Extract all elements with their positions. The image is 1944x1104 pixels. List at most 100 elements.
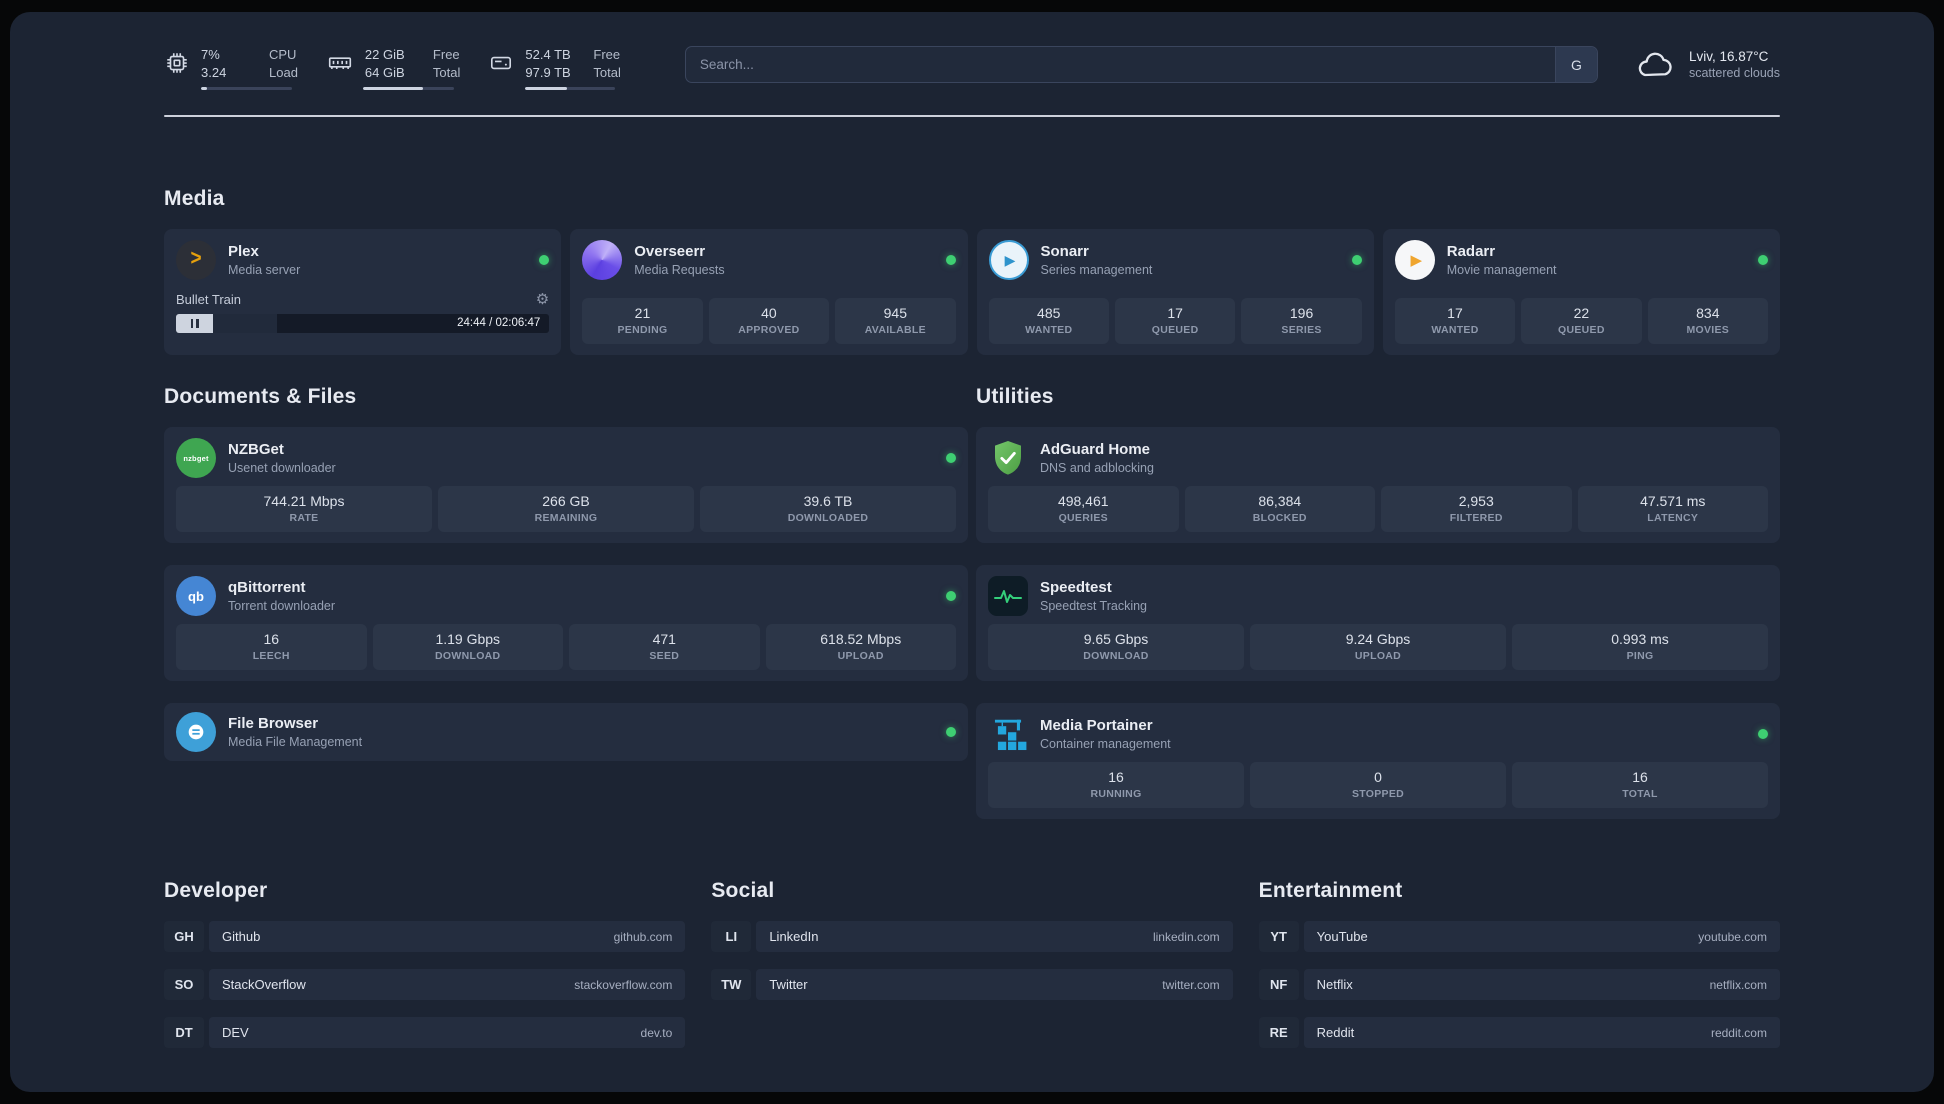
bookmark-abbr: TW: [711, 969, 752, 1000]
disk-icon: [491, 57, 512, 70]
stat-running: 16 RUNNING: [988, 762, 1244, 808]
section-title-entertainment: Entertainment: [1258, 879, 1403, 902]
stat-label: QUEUED: [1151, 324, 1199, 336]
card-adguard[interactable]: AdGuard Home DNS and adblocking 498,461 …: [976, 427, 1780, 543]
bookmark-github[interactable]: GH Github github.com: [164, 921, 686, 952]
stat-label: LEECH: [252, 650, 290, 662]
memory-total-label: Total: [432, 65, 461, 80]
stat-value: 9.24 Gbps: [1345, 631, 1411, 648]
card-plex[interactable]: > Plex Media server Bullet Train ⚙ 24:44: [164, 229, 562, 355]
card-nzbget[interactable]: nzbget NZBGet Usenet downloader 744.21 M…: [164, 427, 968, 543]
stat-value: 834: [1696, 305, 1720, 322]
stat-value: 945: [883, 305, 907, 322]
bookmark-youtube[interactable]: YT YouTube youtube.com: [1258, 921, 1780, 952]
service-name: Plex: [228, 243, 259, 261]
cpu-percent: 7%: [201, 47, 220, 63]
bookmark-dev[interactable]: DT DEV dev.to: [164, 1017, 686, 1048]
stat-label: DOWNLOADED: [787, 512, 869, 524]
stat-value: 9.65 Gbps: [1083, 631, 1149, 648]
service-name: AdGuard Home: [1040, 441, 1151, 459]
stat-upload: 9.24 Gbps UPLOAD: [1250, 624, 1506, 670]
memory-icon: [328, 57, 352, 70]
stat-stopped: 0 STOPPED: [1250, 762, 1506, 808]
bookmark-stackoverflow[interactable]: SO StackOverflow stackoverflow.com: [164, 969, 686, 1000]
stat-value: 16: [1632, 769, 1648, 786]
card-overseerr[interactable]: Overseerr Media Requests 21 PENDING 40 A…: [570, 229, 968, 355]
stat-value: 618.52 Mbps: [820, 631, 902, 648]
qbittorrent-icon: qb: [176, 576, 216, 616]
weather-location: Lviv, 16.87°C: [1688, 49, 1769, 64]
bookmark-domain: github.com: [613, 929, 673, 944]
section-documents: Documents & Files nzbget NZBGet Usenet d…: [164, 385, 968, 819]
card-speedtest[interactable]: Speedtest Speedtest Tracking 9.65 Gbps D…: [976, 565, 1780, 681]
adguard-shield-glyph: [995, 441, 1021, 475]
bookmark-name: Reddit: [1316, 1025, 1355, 1040]
stat-label: BLOCKED: [1252, 512, 1307, 524]
status-indicator: [1351, 255, 1362, 265]
nzbget-icon: nzbget: [176, 438, 216, 478]
bookmark-linkedin[interactable]: LI LinkedIn linkedin.com: [711, 921, 1233, 952]
section-title-social: Social: [711, 879, 775, 902]
bookmark-domain: reddit.com: [1710, 1025, 1767, 1040]
play-glyph: ▶: [1004, 251, 1016, 268]
stat-movies: 834 MOVIES: [1647, 298, 1769, 344]
bookmark-domain: youtube.com: [1698, 929, 1767, 944]
stat-label: PENDING: [617, 324, 668, 336]
stat-label: APPROVED: [738, 324, 800, 336]
status-indicator: [946, 591, 956, 601]
bookmark-name: DEV: [222, 1025, 249, 1040]
stat-label: UPLOAD: [1354, 650, 1402, 662]
portainer-crane-glyph: [994, 719, 1027, 751]
status-indicator: [946, 453, 956, 463]
stat-value: 744.21 Mbps: [263, 493, 345, 510]
pause-button[interactable]: [176, 314, 213, 333]
bookmark-name: YouTube: [1316, 929, 1368, 944]
search-bar[interactable]: G: [684, 46, 1598, 83]
stat-value: 86,384: [1258, 493, 1302, 510]
qbittorrent-icon-text: qb: [188, 588, 204, 604]
service-subtitle: Media File Management: [228, 734, 363, 749]
card-sonarr[interactable]: ▶ Sonarr Series management 485 WANTED 17…: [976, 229, 1374, 355]
stat-download: 9.65 Gbps DOWNLOAD: [988, 624, 1244, 670]
stat-total: 16 TOTAL: [1512, 762, 1768, 808]
speedtest-icon: [988, 576, 1028, 616]
filebrowser-icon: [176, 712, 216, 752]
bookmark-domain: netflix.com: [1709, 977, 1767, 992]
stat-download: 1.19 Gbps DOWNLOAD: [372, 624, 563, 670]
stat-value: 16: [1108, 769, 1124, 786]
stat-value: 0: [1374, 769, 1382, 786]
card-filebrowser[interactable]: File Browser Media File Management: [164, 703, 968, 761]
service-subtitle: Series management: [1040, 262, 1153, 277]
bookmark-twitter[interactable]: TW Twitter twitter.com: [711, 969, 1233, 1000]
search-input[interactable]: [685, 47, 1555, 82]
status-indicator: [946, 727, 956, 737]
bookmark-domain: stackoverflow.com: [574, 977, 673, 992]
bookmark-name: StackOverflow: [222, 977, 306, 992]
bookmark-abbr: SO: [164, 969, 204, 1000]
card-qbittorrent[interactable]: qb qBittorrent Torrent downloader 16 LEE…: [164, 565, 968, 681]
bookmark-netflix[interactable]: NF Netflix netflix.com: [1258, 969, 1780, 1000]
service-name: File Browser: [228, 715, 319, 733]
play-glyph: ▶: [1410, 252, 1423, 269]
bookmark-abbr: RE: [1258, 1017, 1299, 1048]
stat-label: REMAINING: [534, 512, 598, 524]
section-entertainment: Entertainment YT YouTube youtube.com NF N…: [1258, 879, 1780, 1048]
stat-value: 39.6 TB: [803, 493, 853, 510]
cloud-icon: [1638, 52, 1672, 76]
card-portainer[interactable]: Media Portainer Container management 16 …: [976, 703, 1780, 819]
bookmark-reddit[interactable]: RE Reddit reddit.com: [1258, 1017, 1780, 1048]
stat-label: RATE: [289, 512, 319, 524]
search-provider-button[interactable]: G: [1554, 47, 1597, 82]
card-radarr[interactable]: ▶ Radarr Movie management 17 WANTED 22 Q…: [1382, 229, 1780, 355]
settings-gear-icon[interactable]: ⚙: [535, 291, 550, 308]
stat-leech: 16 LEECH: [176, 624, 367, 670]
stat-value: 21: [634, 305, 651, 322]
stat-value: 196: [1289, 305, 1314, 322]
memory-widget: 22 GiB Free 64 GiB Total: [326, 47, 461, 90]
stat-value: 471: [652, 631, 676, 648]
stat-label: SERIES: [1281, 324, 1322, 336]
cpu-usage-bar-fill: [201, 86, 208, 90]
bookmark-abbr: GH: [164, 921, 204, 952]
playback-progress-bar[interactable]: 24:44 / 02:06:47: [213, 314, 550, 333]
portainer-icon: [988, 714, 1028, 754]
